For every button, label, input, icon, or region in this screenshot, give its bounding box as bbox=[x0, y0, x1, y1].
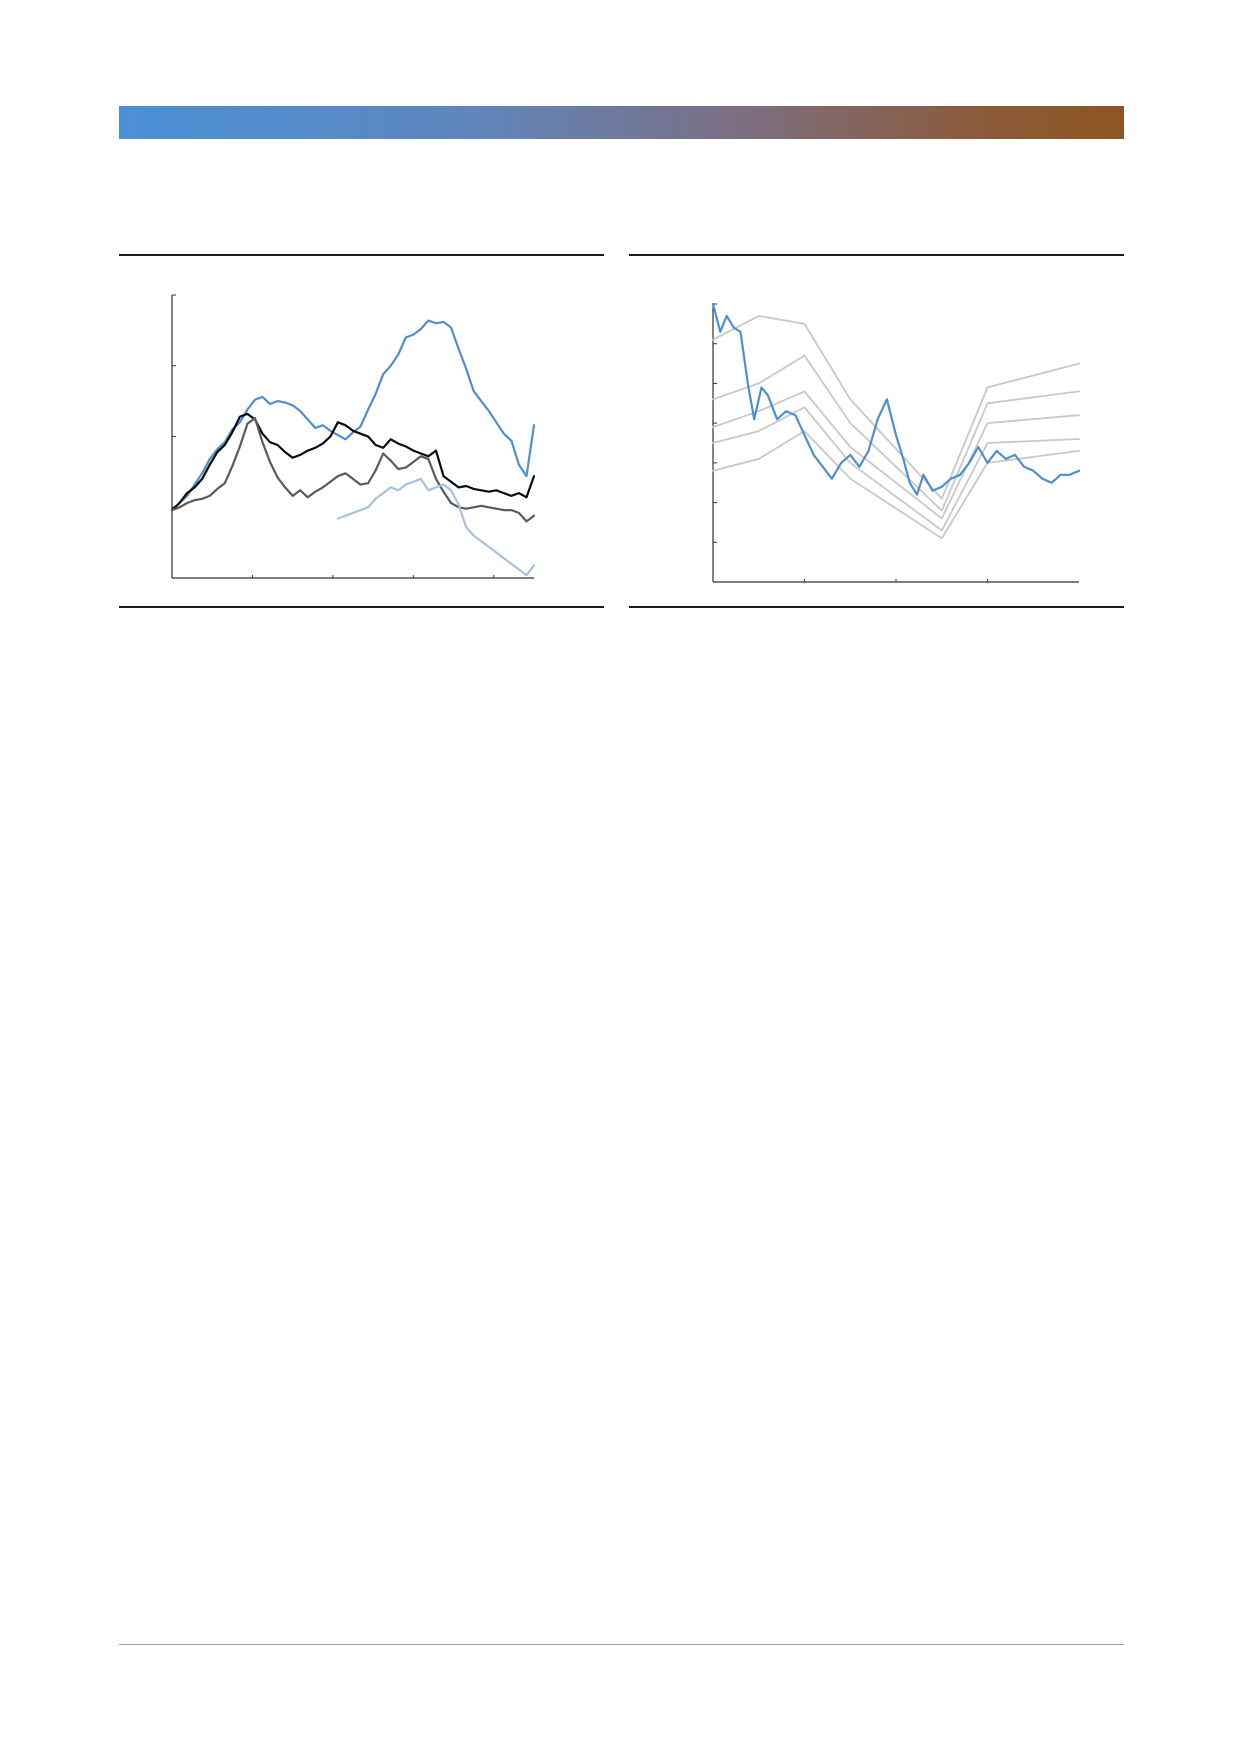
header-banner bbox=[119, 106, 1124, 139]
footer-rule bbox=[119, 1644, 1124, 1645]
line-yield-curve bbox=[711, 302, 1081, 496]
left-line-chart bbox=[170, 294, 536, 579]
line-series-black bbox=[170, 412, 536, 512]
left-panel-top-rule bbox=[119, 254, 604, 256]
line-series-blue bbox=[170, 319, 536, 512]
line-band-1 bbox=[712, 315, 1080, 500]
line-band-5 bbox=[712, 430, 1080, 540]
line-band-2 bbox=[712, 354, 1080, 512]
right-line-chart bbox=[711, 302, 1081, 583]
line-series-lightblue bbox=[336, 477, 536, 577]
right-panel-bottom-rule bbox=[629, 606, 1124, 608]
line-band-3 bbox=[712, 390, 1080, 520]
line-band-4 bbox=[712, 406, 1080, 532]
left-panel-bottom-rule bbox=[119, 606, 604, 608]
line-series-darkgray bbox=[170, 417, 536, 523]
right-panel-top-rule bbox=[629, 254, 1124, 256]
